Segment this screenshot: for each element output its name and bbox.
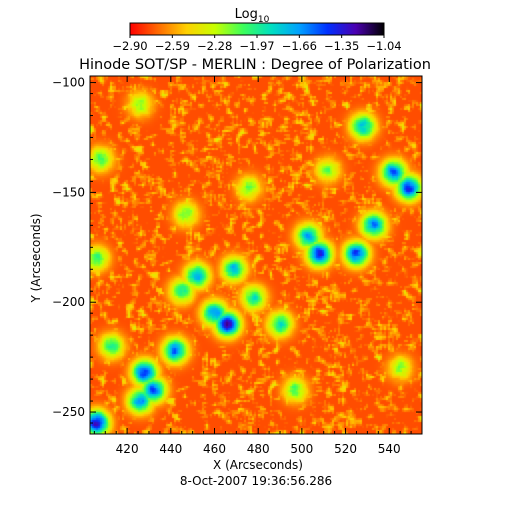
x-tick-label: 460 bbox=[203, 442, 226, 456]
colorbar-tick-label: −1.97 bbox=[239, 39, 274, 53]
x-axis: 420 440 460 480 500 520 540 bbox=[93, 76, 423, 456]
colorbar-tick-label: −2.90 bbox=[112, 39, 147, 53]
colorbar-tick-label: −1.35 bbox=[324, 39, 359, 53]
x-tick-label: 520 bbox=[334, 442, 357, 456]
x-axis-label: X (Arcseconds) bbox=[213, 458, 303, 472]
x-tick-label: 440 bbox=[159, 442, 182, 456]
colorbar-tick-label: −1.66 bbox=[282, 39, 317, 53]
timestamp-footer: 8-Oct-2007 19:36:56.286 bbox=[180, 474, 332, 488]
polarization-heatmap bbox=[90, 76, 422, 434]
y-axis: −100 −150 −200 −250 bbox=[52, 76, 422, 424]
colorbar-tick-label: −1.04 bbox=[366, 39, 401, 53]
x-tick-label: 500 bbox=[290, 442, 313, 456]
x-tick-label: 420 bbox=[116, 442, 139, 456]
colorbar-ticks: −2.90 −2.59 −2.28 −1.97 −1.66 −1.35 −1.04 bbox=[112, 35, 402, 53]
y-tick-label: −150 bbox=[52, 185, 85, 199]
chart-title: Hinode SOT/SP - MERLIN : Degree of Polar… bbox=[79, 57, 431, 73]
colorbar-tick-label: −2.59 bbox=[155, 39, 190, 53]
y-tick-label: −250 bbox=[52, 405, 85, 419]
y-tick-label: −100 bbox=[52, 76, 85, 90]
colorbar bbox=[129, 22, 385, 36]
x-tick-label: 480 bbox=[247, 442, 270, 456]
colorbar-tick-label: −2.28 bbox=[197, 39, 232, 53]
colorbar-label: Log10 bbox=[235, 7, 270, 25]
x-tick-label: 540 bbox=[378, 442, 401, 456]
plot-frame bbox=[89, 75, 423, 435]
y-tick-label: −200 bbox=[52, 295, 85, 309]
y-axis-label: Y (Arcseconds) bbox=[29, 213, 43, 303]
